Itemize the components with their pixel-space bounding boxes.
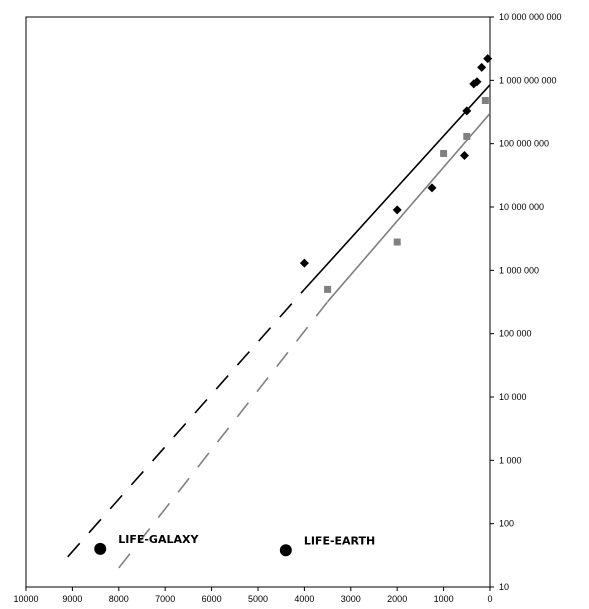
data-point-diamond	[462, 106, 472, 116]
annotation-label: LIFE-GALAXY	[118, 533, 199, 546]
y-tick-label: 10 000 000	[499, 202, 544, 212]
annotation-marker	[279, 544, 292, 557]
data-point-diamond	[472, 77, 482, 87]
data-point-diamond	[299, 258, 309, 268]
x-tick-label: 8000	[109, 594, 129, 604]
x-tick-label: 9000	[62, 594, 82, 604]
data-point-square	[324, 285, 332, 293]
data-point-square	[463, 132, 471, 140]
data-point-diamond	[477, 62, 487, 72]
y-tick-label: 100 000 000	[499, 139, 549, 149]
y-tick-label: 1 000 000 000	[499, 75, 557, 85]
y-tick-label: 1 000	[499, 455, 522, 465]
x-tick-label: 7000	[155, 594, 175, 604]
y-tick-label: 10 000	[499, 392, 527, 402]
y-tick-label: 10	[499, 582, 509, 592]
data-point-square	[440, 149, 448, 157]
trend-layer	[67, 84, 491, 569]
data-point-diamond	[483, 54, 493, 64]
y-tick-label: 100 000	[499, 329, 532, 339]
x-tick-label: 3000	[341, 594, 361, 604]
x-tick-label: 10000	[13, 594, 38, 604]
y-tick-label: 1 000 000	[499, 265, 539, 275]
trend-line-1	[326, 112, 491, 303]
x-tick-label: 4000	[294, 594, 314, 604]
projection-line-0	[67, 288, 305, 558]
plot-area	[25, 16, 491, 588]
y-tick-label: 100	[499, 519, 514, 529]
x-tick-label: 1000	[434, 594, 454, 604]
y-tick-label: 10 000 000 000	[499, 12, 562, 22]
x-tick-label: 5000	[248, 594, 268, 604]
annotation-marker	[94, 542, 107, 555]
annotation-label: LIFE-EARTH	[304, 534, 375, 547]
data-point-diamond	[427, 183, 437, 193]
data-point-square	[393, 238, 401, 246]
projection-line-1	[118, 301, 329, 569]
data-point-diamond	[459, 151, 469, 161]
x-tick-label: 2000	[387, 594, 407, 604]
x-axis-ticks: 10000 9000 8000 7000 6000 5000 4000 3000 2000 100…	[13, 587, 493, 604]
y-axis-ticks: 10 100 1 000 10 000 100 000 1 000 000 10 000 0…	[490, 12, 562, 592]
marker-layer	[299, 54, 493, 293]
data-point-diamond	[392, 205, 402, 215]
annotations: LIFE-GALAXY LIFE-EARTH	[94, 533, 375, 557]
x-tick-label: 6000	[202, 594, 222, 604]
data-point-square	[481, 97, 489, 105]
trend-line-0	[303, 84, 491, 290]
x-tick-label: 0	[487, 594, 492, 604]
